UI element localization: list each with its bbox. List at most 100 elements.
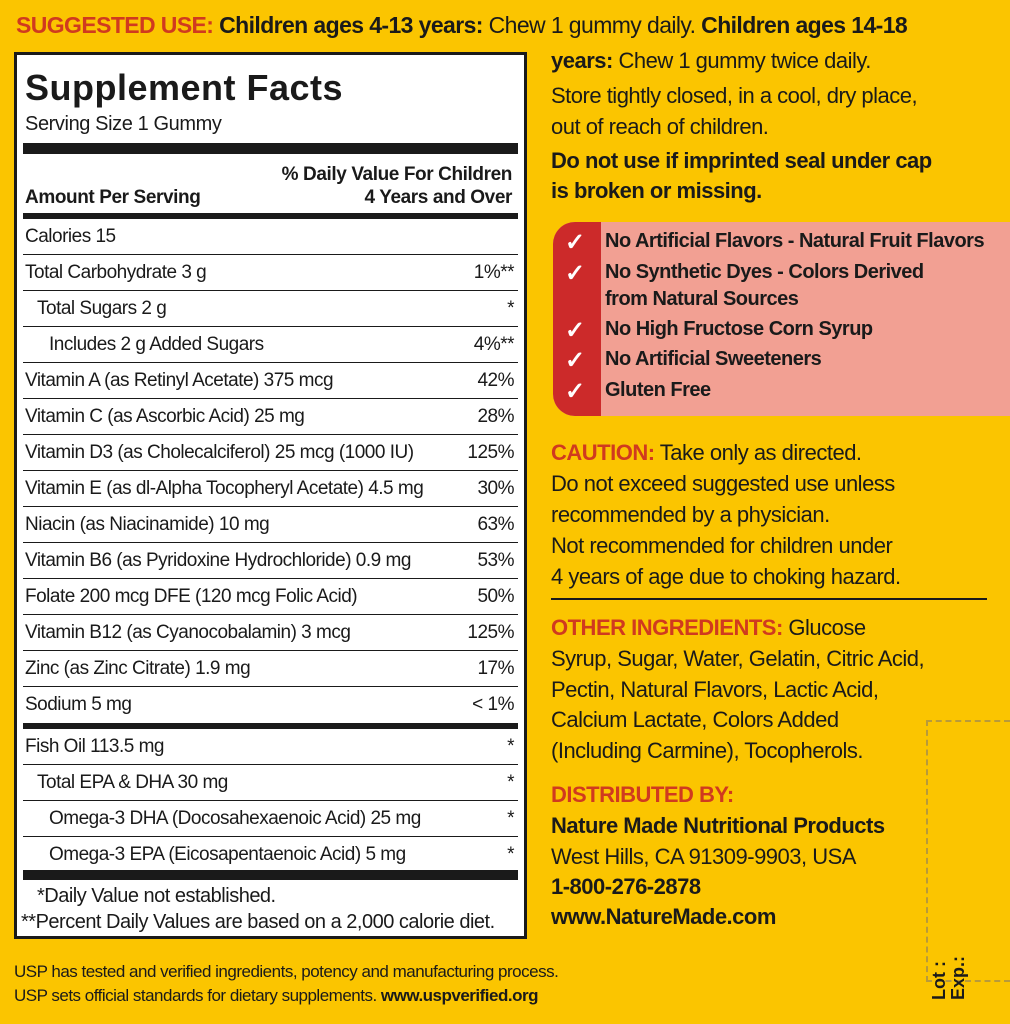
dv-header: % Daily Value For Children 4 Years and Ov…: [281, 163, 513, 209]
daily-value: *: [507, 843, 514, 865]
seal-warning-1: Do not use if imprinted seal under cap: [551, 148, 932, 173]
nutrient-name: Fish Oil 113.5 mg: [25, 735, 164, 757]
daily-value: *: [507, 735, 514, 757]
lot-exp-labels: Lot : Exp.:: [929, 955, 968, 1000]
nutrient-name: Vitamin A (as Retinyl Acetate) 375 mcg: [25, 369, 334, 391]
daily-value: 63%: [477, 513, 514, 535]
facts-row: Omega-3 DHA (Docosahexaenoic Acid) 25 mg…: [23, 801, 518, 837]
facts-row: Calories 15: [23, 219, 518, 255]
divider-thick: [23, 723, 518, 729]
footnote-dv: *Daily Value not established.: [37, 885, 276, 907]
divider-thick: [23, 143, 518, 154]
facts-title: Supplement Facts: [25, 67, 344, 108]
ingredients-4: Calcium Lactate, Colors Added: [551, 707, 839, 732]
daily-value: 42%: [477, 369, 514, 391]
distributor-phone: 1-800-276-2878: [551, 874, 701, 899]
nutrient-name: Calories 15: [25, 225, 116, 247]
daily-value: < 1%: [472, 694, 514, 715]
dose-children-14-18: Children ages 14-18: [695, 12, 908, 38]
ingredients-label: OTHER INGREDIENTS:: [551, 615, 783, 640]
facts-row: Sodium 5 mg < 1%: [23, 687, 518, 723]
facts-row: Total Sugars 2 g *: [23, 291, 518, 327]
supplement-facts-panel: Supplement Facts Serving Size 1 Gummy % …: [14, 52, 527, 939]
nutrient-name: Vitamin B12 (as Cyanocobalamin) 3 mcg: [25, 621, 351, 643]
suggested-use-line2: years: Chew 1 gummy twice daily.: [551, 45, 871, 76]
facts-row: Vitamin E (as dl-Alpha Tocopheryl Acetat…: [23, 471, 518, 507]
claim-text: No Artificial Flavors - Natural Fruit Fl…: [605, 230, 985, 252]
ingredients-5: (Including Carmine), Tocopherols.: [551, 738, 864, 763]
divider: [551, 598, 987, 600]
nutrient-name: Vitamin B6 (as Pyridoxine Hydrochloride)…: [25, 549, 411, 571]
checkmark-icon: ✓: [565, 317, 586, 344]
divider-thick: [23, 870, 518, 880]
facts-row: Includes 2 g Added Sugars 4%**: [23, 327, 518, 363]
facts-row: Vitamin A (as Retinyl Acetate) 375 mcg 42…: [23, 363, 518, 399]
daily-value: 4%**: [473, 333, 515, 355]
facts-row: Total Carbohydrate 3 g 1%**: [23, 255, 518, 291]
facts-row: Vitamin D3 (as Cholecalciferol) 25 mcg (…: [23, 435, 518, 471]
claim-text: from Natural Sources: [605, 288, 799, 310]
suggested-use-line1: SUGGESTED USE: Children ages 4-13 years:…: [16, 12, 908, 39]
storage-2: out of reach of children.: [551, 114, 769, 139]
ingredients-3: Pectin, Natural Flavors, Lactic Acid,: [551, 677, 879, 702]
facts-row: Vitamin B12 (as Cyanocobalamin) 3 mcg 125…: [23, 615, 518, 651]
footnote-calorie: **Percent Daily Values are based on a 2,…: [21, 911, 495, 933]
storage-1: Store tightly closed, in a cool, dry pla…: [551, 83, 918, 108]
nutrient-name: Sodium 5 mg: [25, 694, 132, 715]
distributor-website: www.NatureMade.com: [551, 904, 776, 929]
checkmark-icon: ✓: [565, 347, 586, 374]
caution-2: Do not exceed suggested use unless: [551, 471, 895, 496]
claim-text: Gluten Free: [605, 379, 711, 401]
facts-row: Total EPA & DHA 30 mg *: [23, 765, 518, 801]
nutrient-name: Zinc (as Zinc Citrate) 1.9 mg: [25, 657, 251, 679]
checkmark-icon: ✓: [565, 229, 586, 256]
dose-text: Chew 1 gummy daily.: [482, 12, 696, 38]
usp-line2: USP sets official standards for dietary …: [14, 986, 538, 1006]
nutrient-name: Total Carbohydrate 3 g: [25, 261, 207, 283]
dose-label: years:: [551, 48, 613, 73]
nutrient-name: Vitamin C (as Ascorbic Acid) 25 mg: [25, 405, 305, 427]
serving-size: Serving Size 1 Gummy: [25, 113, 222, 135]
checkmark-icon: ✓: [565, 260, 586, 287]
dose-text-2: Chew 1 gummy twice daily.: [612, 48, 871, 73]
ingredients-2: Syrup, Sugar, Water, Gelatin, Citric Aci…: [551, 646, 925, 671]
claim-text: No Artificial Sweeteners: [605, 348, 822, 370]
ingredients-text: Glucose: [782, 615, 866, 640]
nutrient-name: Omega-3 DHA (Docosahexaenoic Acid) 25 mg: [49, 807, 421, 829]
nutrient-name: Includes 2 g Added Sugars: [49, 333, 264, 355]
usp-line1: USP has tested and verified ingredients,…: [14, 962, 559, 981]
nutrient-name: Niacin (as Niacinamide) 10 mg: [25, 513, 270, 535]
facts-row: Zinc (as Zinc Citrate) 1.9 mg 17%: [23, 651, 518, 687]
exp-label: Exp.:: [948, 955, 968, 1000]
usp-website: www.uspverified.org: [380, 986, 539, 1005]
facts-row: Fish Oil 113.5 mg *: [23, 729, 518, 765]
checkmark-icon: ✓: [565, 378, 586, 405]
suggested-use-label: SUGGESTED USE:: [16, 12, 214, 38]
caution-label: CAUTION:: [551, 440, 655, 465]
dv-header-line2: 4 Years and Over: [364, 187, 513, 208]
claim-text: No High Fructose Corn Syrup: [605, 318, 873, 340]
nutrient-name: Vitamin E (as dl-Alpha Tocopheryl Acetat…: [25, 477, 424, 499]
nutrient-name: Vitamin D3 (as Cholecalciferol) 25 mcg (…: [25, 441, 414, 463]
facts-row: Vitamin C (as Ascorbic Acid) 25 mg 28%: [23, 399, 518, 435]
facts-row: Niacin (as Niacinamide) 10 mg 63%: [23, 507, 518, 543]
usp-text: USP sets official standards for dietary …: [14, 986, 381, 1005]
distributor-address: West Hills, CA 91309-9903, USA: [551, 844, 856, 869]
lot-label: Lot :: [929, 961, 949, 1000]
daily-value: *: [507, 297, 514, 319]
facts-row: Omega-3 EPA (Eicosapentaenoic Acid) 5 mg…: [23, 837, 518, 873]
daily-value: 50%: [477, 585, 514, 607]
nutrient-name: Total Sugars 2 g: [37, 297, 167, 319]
seal-warning-2: is broken or missing.: [551, 178, 762, 203]
distributed-label: DISTRIBUTED BY:: [551, 782, 734, 807]
caution-3: recommended by a physician.: [551, 502, 830, 527]
daily-value: 125%: [467, 621, 514, 643]
daily-value: 1%**: [473, 261, 515, 283]
lot-box: [926, 720, 1010, 982]
daily-value: 17%: [477, 657, 514, 679]
dv-header-line1: % Daily Value For Children: [281, 164, 513, 185]
caution-text: Take only as directed.: [654, 440, 862, 465]
claim-text: No Synthetic Dyes - Colors Derived: [605, 261, 924, 283]
daily-value: *: [507, 771, 514, 793]
amount-header: Amount Per Serving: [25, 187, 201, 208]
